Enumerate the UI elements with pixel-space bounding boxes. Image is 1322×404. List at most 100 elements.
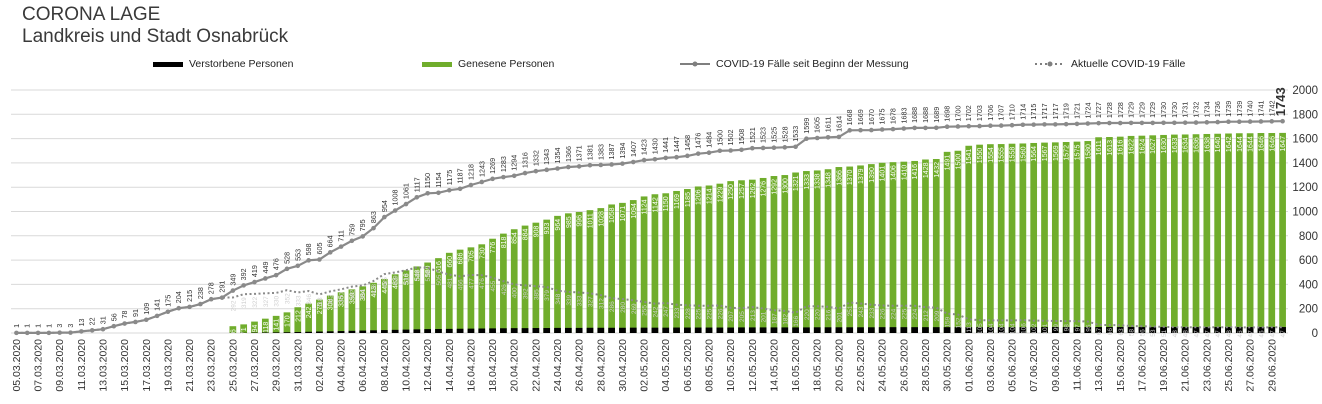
total-cases-label: 392	[239, 268, 248, 280]
total-cases-label: 605	[315, 242, 324, 254]
recovered-bar	[629, 200, 637, 333]
total-cases-point	[295, 263, 301, 269]
deaths-bar	[705, 327, 713, 333]
active-cases-label: 333	[577, 295, 584, 306]
legend-item-total-cases: COVID-19 Fälle seit Beginn der Messung	[680, 58, 909, 70]
deaths-bar	[489, 328, 496, 333]
deaths-bar	[543, 328, 551, 333]
deaths-bar	[965, 327, 973, 333]
y-tick-label: 1200	[1292, 182, 1318, 194]
legend-label-active-cases: Aktuelle COVID-19 Fälle	[1071, 58, 1186, 70]
recovered-label: 1406	[890, 165, 897, 181]
active-cases-label: 538	[425, 270, 432, 281]
total-cases-label: 78	[120, 311, 129, 319]
x-tick-label: 11.06.2020	[1071, 339, 1083, 391]
recovered-label: 1370	[847, 169, 854, 185]
total-cases-label: 553	[293, 249, 302, 261]
recovered-label: 1292	[771, 179, 778, 195]
recovered-bar	[748, 179, 756, 333]
total-cases-label: 528	[282, 252, 291, 264]
recovered-bar	[402, 270, 410, 333]
active-cases-label: 251	[847, 305, 854, 316]
recovered-bar	[445, 252, 453, 333]
total-cases-label: 1447	[672, 136, 681, 152]
x-tick-label: 08.05.2020	[704, 339, 716, 392]
x-tick-label: 09.03.2020	[54, 339, 66, 392]
deaths-bar	[792, 327, 799, 333]
total-cases-point	[998, 123, 1004, 128]
active-cases-label: 47	[1269, 330, 1276, 338]
recovered-label: 445	[382, 282, 389, 294]
x-tick-label: 16.04.2020	[465, 339, 477, 392]
x-tick-label: 10.05.2020	[725, 339, 737, 392]
total-cases-label: 1669	[856, 109, 865, 125]
recovered-bar	[348, 289, 356, 333]
active-cases-label: 205	[739, 311, 746, 322]
total-cases-point	[1193, 120, 1199, 125]
total-cases-point	[425, 190, 430, 196]
total-cases-point	[392, 208, 398, 213]
active-cases-label: 53	[1150, 329, 1157, 337]
recovered-label: 705	[468, 250, 475, 262]
total-cases-label: 1698	[943, 106, 952, 122]
total-cases-point	[609, 162, 614, 167]
legend-swatch-deaths	[153, 61, 183, 67]
deaths-bar	[867, 327, 875, 333]
y-tick-label: 2000	[1292, 85, 1318, 97]
deaths-bar	[456, 328, 464, 333]
legend-swatch-active-cases	[1035, 61, 1065, 67]
total-cases-label: 1150	[423, 173, 432, 188]
x-tick-label: 15.03.2020	[119, 339, 131, 392]
recovered-label: 1500	[955, 154, 962, 170]
deaths-bar	[554, 327, 561, 333]
recovered-bar	[716, 183, 724, 333]
total-cases-point	[1053, 122, 1058, 127]
total-cases-point	[273, 272, 279, 278]
recovered-bar	[1225, 133, 1232, 333]
total-cases-label: 1743	[1273, 87, 1288, 116]
active-cases-label: 226	[717, 308, 724, 319]
deaths-bar	[1073, 327, 1081, 333]
deaths-bar	[1041, 327, 1048, 333]
active-cases-label: 104	[988, 323, 995, 334]
total-cases-label: 1061	[402, 183, 411, 199]
total-cases-label: 1742	[1267, 100, 1276, 116]
active-cases-label: 392	[523, 288, 530, 299]
y-tick-label: 200	[1299, 304, 1318, 316]
deaths-bar	[445, 328, 453, 333]
active-cases-label: 97	[1074, 324, 1081, 332]
total-cases-line	[16, 120, 1283, 334]
deaths-bar	[1019, 327, 1027, 333]
recovered-bar	[932, 159, 940, 333]
total-cases-point	[1150, 120, 1156, 126]
total-cases-label: 863	[369, 211, 378, 223]
total-cases-label: 1008	[391, 190, 400, 206]
x-tick-label: 05.03.2020	[11, 339, 23, 392]
total-cases-label: 1394	[618, 143, 627, 159]
recovered-bar	[500, 233, 507, 333]
active-cases-label: 220	[815, 309, 822, 320]
recovered-label: 1611	[1096, 140, 1103, 155]
total-cases-label: 1269	[488, 158, 497, 174]
deaths-bar	[294, 332, 302, 333]
deaths-bar	[424, 329, 432, 333]
deaths-bar	[1138, 327, 1146, 333]
total-cases-label: 1243	[477, 161, 486, 177]
recovered-label: 776	[490, 242, 497, 254]
active-cases-label: 47	[1204, 330, 1211, 338]
total-cases-label: 109	[142, 303, 151, 315]
total-cases-label: 278	[207, 282, 216, 294]
total-cases-label: 1354	[553, 147, 562, 163]
recovered-bar	[1279, 132, 1286, 333]
recovered-bar	[954, 150, 962, 333]
total-cases-label: 1366	[564, 146, 573, 162]
recovered-label: 884	[523, 228, 530, 240]
recovered-label: 1206	[696, 189, 703, 205]
total-cases-point	[446, 187, 452, 193]
total-cases-label: 56	[109, 313, 118, 321]
deaths-bar	[857, 327, 864, 333]
y-tick-label: 1600	[1292, 134, 1318, 146]
deaths-bar	[932, 327, 940, 333]
active-cases-label: 225	[707, 308, 714, 319]
